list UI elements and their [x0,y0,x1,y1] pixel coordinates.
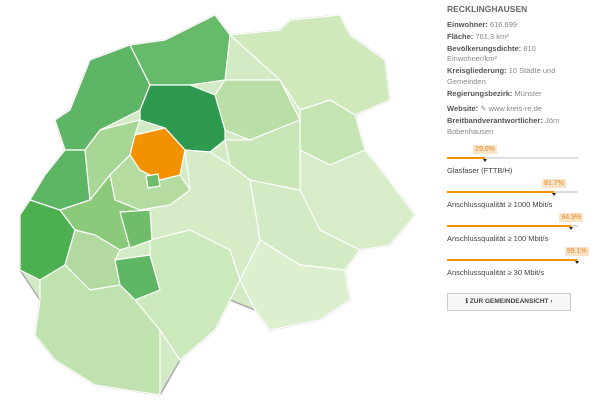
value-label: 94.9% [559,213,584,222]
contact: Breitbandverantwortlicher: Jörn Bobenhau… [447,116,587,137]
district [34,264,161,396]
district [129,14,231,86]
button-label[interactable]: ZUR GEMEINDEANSICHT [469,298,549,305]
progress-fill [447,157,485,159]
fact: Regierungsbezirk: Münster [447,89,587,100]
progress-name: Anschlussqualität ≥ 30 Mbit/s [447,268,545,277]
value-marker [552,193,557,196]
value-marker [574,261,579,264]
fact: Fläche: 761,3 km² [447,32,587,43]
fact-label: Einwohner: [447,19,488,29]
fact-label: Bevölkerungsdichte: [447,43,522,53]
button[interactable]: ℹ ZUR GEMEINDEANSICHT › [447,293,571,311]
progress: 99.1% Anschlussqualität ≥ 30 Mbit/s [447,247,589,277]
fact-label: Kreisgliederung: [447,66,507,75]
website-label: Website: [447,104,479,113]
contact-label: Breitbandverantwortlicher: [447,116,543,125]
district [119,209,153,249]
progress-fill [447,259,577,261]
fact-label: Regierungsbezirk: [447,88,513,98]
bars: 29.0% Glasfaser (FTTB/H) 81.7% Anschlussqua… [447,145,589,277]
district [29,149,91,211]
fact: Kreisgliederung: 10 Städte und Gemeinden [447,66,587,87]
progress-fill [447,225,572,227]
map [19,14,416,396]
value-label: 99.1% [564,247,589,256]
progress-name: Anschlussqualität ≥ 100 Mbit/s [447,234,549,243]
contact-link[interactable]: Jörn Bobenhausen [447,116,560,136]
progress-name: Glasfaser (FTTB/H) [447,166,513,175]
website-url[interactable]: www.kreis-re.de [488,104,542,113]
fact-label: Fläche: [447,31,474,41]
district [145,173,161,189]
value-marker [482,159,487,162]
fact: Einwohner: 616.699 [447,20,587,31]
progress-fill [447,191,555,193]
fact-value: 761,3 km² [475,31,509,41]
value-label: 81.7% [542,179,566,188]
progress: 29.0% Glasfaser (FTTB/H) [447,145,587,175]
info-panel: RECKLINGHAUSEN Einwohner: 616.699 Fläche:… [447,4,589,311]
progress-name: Anschlussqualität ≥ 1000 Mbit/s [447,200,553,209]
fact: Bevölkerungsdichte: 810 Einwohner/km² [447,44,587,65]
fact-value: 10 Städte und Gemeinden [447,66,556,86]
website-link[interactable]: ✎ www.kreis-re.de [480,104,542,113]
facts: Einwohner: 616.699 Fläche: 761,3 km² Bevöl… [447,20,587,100]
fact-value: Münster [514,88,542,98]
progress: 81.7% Anschlussqualität ≥ 1000 Mbit/s [447,179,587,209]
district [239,239,351,331]
fact-value: 616.699 [489,19,518,29]
panel-title: RECKLINGHAUSEN [447,4,528,14]
value-marker [569,227,574,230]
district [228,14,391,116]
website: Website: ✎ www.kreis-re.de [447,104,587,115]
fact-value: 810 Einwohner/km² [447,43,536,64]
progress: 94.9% Anschlussqualität ≥ 100 Mbit/s [447,213,587,243]
value-label: 29.0% [473,145,497,154]
district [134,229,241,361]
progress-track [447,157,578,159]
district [129,127,186,181]
